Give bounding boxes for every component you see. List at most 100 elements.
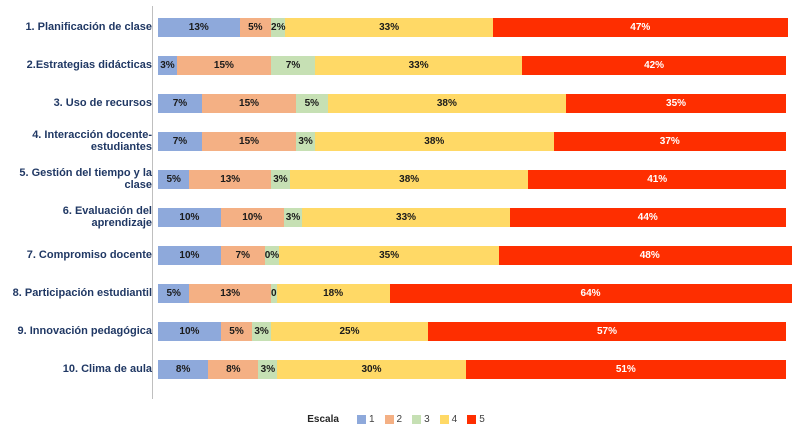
- bar-segment-scale-1: 5%: [158, 283, 190, 303]
- bar-segment-scale-1: 10%: [158, 321, 221, 341]
- segment-value-label: 42%: [644, 59, 665, 71]
- segment-value-label: 3%: [273, 173, 288, 185]
- legend-item-5: 5: [467, 414, 485, 425]
- segment-value-label: 8%: [175, 363, 191, 375]
- bar-segment-scale-3: 3%: [258, 359, 278, 379]
- legend-item-1: 1: [356, 414, 375, 425]
- segment-value-label: 64%: [580, 287, 601, 299]
- bar-segment-scale-2: 15%: [201, 93, 297, 113]
- bar-segment-scale-3: 3%: [283, 207, 303, 227]
- chart-row: 9. Innovación pedagógica 10% 5% 3% 25% 57%: [0, 312, 786, 350]
- segment-value-label: 10%: [242, 211, 263, 223]
- segment-value-label: 33%: [396, 211, 417, 223]
- bar-segment-scale-1: 7%: [158, 131, 202, 151]
- segment-value-label: 3%: [298, 135, 313, 147]
- bar-segment-scale-4: 35%: [279, 245, 499, 265]
- bar-segment-scale-2: 10%: [220, 207, 284, 227]
- bar-segment-scale-1: 13%: [158, 17, 240, 37]
- bar-segment-scale-4: 33%: [314, 55, 523, 75]
- bar-segment-scale-1: 8%: [158, 359, 209, 379]
- segment-value-label: 15%: [239, 97, 260, 109]
- bar-segment-scale-5: 47%: [492, 17, 788, 37]
- legend-label: 2: [396, 414, 403, 425]
- chart-row: 6. Evaluación del aprendizaje 10% 10% 3% 33%…: [0, 198, 786, 236]
- segment-value-label: 30%: [361, 363, 382, 375]
- bar-segment-scale-2: 7%: [220, 245, 265, 265]
- bar-segment-scale-4: 25%: [271, 321, 429, 341]
- category-label: 7. Compromiso docente: [26, 248, 152, 261]
- segment-value-label: 13%: [220, 287, 241, 299]
- bar-segment-scale-2: 5%: [239, 17, 272, 37]
- bar-segment-scale-4: 18%: [276, 283, 390, 303]
- legend-label: 3: [424, 414, 430, 425]
- bar-track: 7% 15% 5% 38% 35%: [158, 93, 786, 113]
- bar-segment-scale-4: 33%: [285, 17, 493, 37]
- bar-segment-scale-2: 15%: [176, 55, 272, 75]
- segment-value-label: 10%: [179, 325, 200, 337]
- segment-value-label: 41%: [647, 173, 668, 185]
- segment-value-label: 10%: [179, 211, 200, 223]
- bar-track: 5% 13% 3% 38% 41%: [158, 169, 786, 189]
- bar-track: 3% 15% 7% 33% 42%: [158, 55, 786, 75]
- bar-segment-scale-3: 2%: [271, 17, 286, 37]
- chart-legend: Escala 1 2 3 4 5: [0, 414, 792, 425]
- chart-row: 4. Interacción docente-estudiantes 7% 15% 3…: [0, 122, 786, 160]
- segment-value-label: 48%: [639, 249, 660, 261]
- segment-value-label: 33%: [379, 21, 400, 33]
- bar-segment-scale-4: 33%: [302, 207, 510, 227]
- bar-segment-scale-5: 57%: [428, 321, 786, 341]
- chart-row: 1. Planificación de clase 13% 5% 2% 33% 47%: [0, 8, 788, 46]
- segment-value-label: 33%: [408, 59, 429, 71]
- legend-label: 1: [368, 414, 375, 425]
- bar-segment-scale-4: 38%: [327, 93, 567, 113]
- legend-swatch: [356, 415, 366, 424]
- segment-value-label: 0: [271, 287, 277, 299]
- legend-label: 4: [451, 414, 458, 425]
- segment-value-label: 3%: [254, 325, 269, 337]
- bar-segment-scale-1: 3%: [158, 55, 177, 75]
- bar-segment-scale-3: 3%: [271, 169, 290, 189]
- bar-segment-scale-4: 30%: [277, 359, 466, 379]
- category-label: 6. Evaluación del aprendizaje: [62, 204, 152, 229]
- bar-segment-scale-1: 7%: [158, 93, 202, 113]
- segment-value-label: 8%: [226, 363, 241, 375]
- segment-value-label: 5%: [166, 287, 181, 299]
- bar-segment-scale-5: 44%: [509, 207, 786, 227]
- segment-value-label: 5%: [248, 21, 263, 33]
- bar-track: 10% 7% 0% 35% 48%: [158, 245, 792, 265]
- legend-swatch: [467, 415, 477, 424]
- segment-value-label: 7%: [172, 97, 188, 109]
- segment-value-label: 37%: [659, 135, 680, 147]
- bar-segment-scale-3: 0%: [264, 245, 280, 265]
- bar-segment-scale-2: 13%: [189, 169, 272, 189]
- segment-value-label: 38%: [424, 135, 445, 147]
- bar-track: 10% 10% 3% 33% 44%: [158, 207, 786, 227]
- category-label: 3. Uso de recursos: [53, 96, 152, 109]
- chart-row: 8. Participación estudiantil 5% 13% 0 18% 64%: [0, 274, 792, 312]
- legend-swatch: [384, 415, 394, 424]
- segment-value-label: 2%: [271, 21, 286, 33]
- bar-track: 7% 15% 3% 38% 37%: [158, 131, 786, 151]
- segment-value-label: 38%: [436, 97, 457, 109]
- bar-segment-scale-5: 37%: [553, 131, 786, 151]
- chart-rows: 1. Planificación de clase 13% 5% 2% 33% 47% 2.…: [0, 8, 792, 388]
- segment-value-label: 13%: [188, 21, 209, 33]
- bar-track: 8% 8% 3% 30% 51%: [158, 359, 786, 379]
- segment-value-label: 38%: [399, 173, 420, 185]
- bar-segment-scale-3: 3%: [252, 321, 272, 341]
- segment-value-label: 18%: [323, 287, 344, 299]
- bar-segment-scale-5: 64%: [389, 283, 792, 303]
- segment-value-label: 47%: [630, 21, 651, 33]
- bar-segment-scale-2: 15%: [201, 131, 297, 151]
- bar-segment-scale-4: 38%: [314, 131, 554, 151]
- bar-segment-scale-2: 13%: [189, 283, 272, 303]
- segment-value-label: 3%: [260, 363, 276, 375]
- bar-segment-scale-5: 48%: [499, 245, 792, 265]
- segment-value-label: 3%: [285, 211, 301, 223]
- category-label: 5. Gestión del tiempo y la clase: [19, 166, 152, 191]
- segment-value-label: 35%: [666, 97, 687, 109]
- segment-value-label: 10%: [179, 249, 200, 261]
- bar-segment-scale-5: 41%: [528, 169, 786, 189]
- chart-row: 2.Estrategias didácticas 3% 15% 7% 33% 42%: [0, 46, 786, 84]
